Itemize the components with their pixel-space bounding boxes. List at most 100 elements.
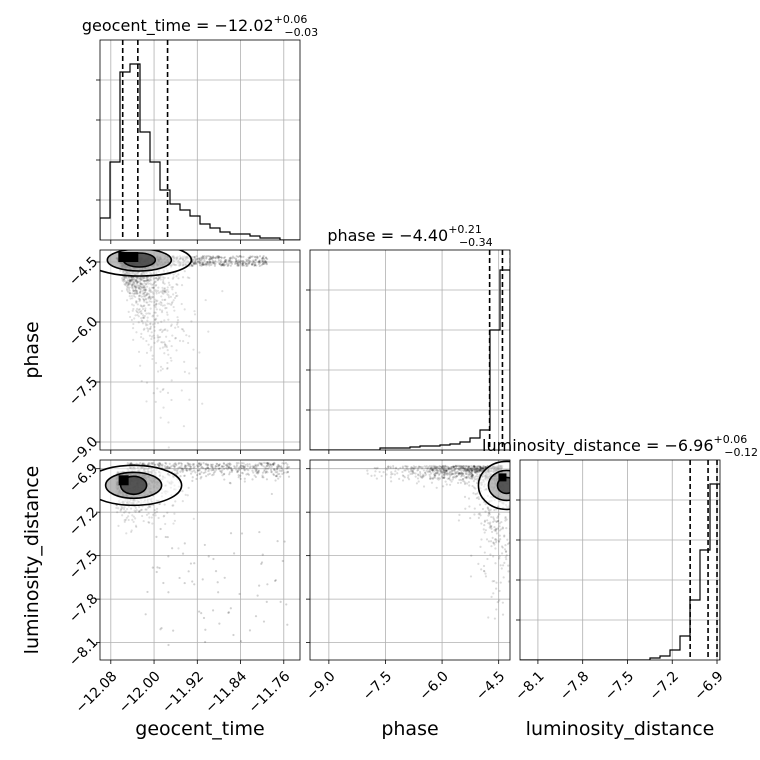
- sample-point: [454, 464, 457, 468]
- sample-point: [211, 257, 214, 260]
- sample-point: [476, 466, 479, 469]
- sample-point: [461, 472, 464, 475]
- sample-point: [461, 466, 464, 469]
- sample-point: [483, 531, 486, 534]
- sample-point: [192, 517, 195, 520]
- sample-point: [516, 492, 518, 494]
- sample-point: [150, 279, 153, 282]
- sample-point: [210, 256, 213, 259]
- sample-point: [197, 260, 201, 263]
- sample-point: [471, 468, 474, 471]
- sample-point: [269, 463, 272, 466]
- sample-point: [184, 465, 187, 468]
- sample-point: [498, 529, 501, 532]
- sample-point: [272, 468, 276, 471]
- sample-point: [237, 255, 240, 258]
- sample-point: [260, 264, 263, 267]
- sample-point: [163, 328, 166, 332]
- sample-point: [138, 308, 141, 311]
- sample-point: [127, 282, 130, 286]
- sample-point: [517, 546, 519, 548]
- sample-point: [275, 465, 279, 468]
- sample-point: [219, 259, 222, 262]
- sample-point: [205, 257, 208, 260]
- sample-point: [144, 613, 147, 616]
- sample-point: [439, 471, 442, 474]
- sample-point: [146, 278, 150, 282]
- sample-point: [452, 465, 455, 468]
- sample-point: [144, 279, 147, 283]
- sample-point: [449, 468, 453, 471]
- sample-point: [139, 284, 142, 287]
- sample-point: [458, 471, 461, 475]
- sample-point: [219, 263, 222, 266]
- sample-point: [141, 305, 144, 308]
- sample-point: [261, 262, 265, 265]
- sample-point: [152, 286, 155, 289]
- sample-point: [168, 283, 171, 287]
- sample-point: [157, 339, 160, 342]
- sample-point: [473, 469, 476, 472]
- sample-point: [152, 286, 155, 290]
- sample-point: [148, 278, 151, 281]
- sample-point: [218, 256, 221, 259]
- sample-points: [366, 460, 520, 620]
- sample-point: [159, 390, 162, 393]
- sample-point: [484, 466, 487, 469]
- sample-point: [450, 480, 453, 483]
- sample-point: [206, 467, 210, 470]
- sample-point: [504, 517, 507, 520]
- sample-point: [155, 277, 158, 280]
- sample-point: [214, 260, 217, 263]
- sample-point: [153, 325, 156, 329]
- sample-point: [201, 255, 204, 258]
- sample-point: [285, 603, 288, 606]
- sample-point: [150, 300, 153, 303]
- sample-point: [472, 465, 475, 468]
- sample-point: [484, 572, 487, 575]
- sample-point: [246, 264, 249, 267]
- sample-point: [483, 465, 486, 468]
- sample-point: [141, 282, 144, 285]
- sample-point: [480, 468, 483, 472]
- sample-point: [253, 263, 257, 267]
- sample-point: [279, 600, 282, 603]
- sample-point: [241, 472, 244, 475]
- sample-point: [518, 502, 520, 504]
- sample-point: [236, 262, 239, 265]
- sample-point: [182, 330, 185, 333]
- axes-frame: [99, 249, 301, 451]
- sample-point: [478, 503, 482, 506]
- sample-point: [227, 611, 231, 614]
- sample-point: [199, 262, 202, 265]
- sample-point: [261, 553, 264, 556]
- sample-point: [495, 608, 498, 611]
- sample-point: [515, 568, 517, 570]
- sample-point: [227, 259, 230, 262]
- sample-point: [162, 387, 165, 391]
- sample-point: [254, 256, 257, 259]
- sample-point: [156, 566, 159, 569]
- sample-point: [471, 477, 474, 480]
- sample-point: [154, 306, 157, 309]
- sample-point: [228, 466, 231, 469]
- sample-point: [214, 257, 217, 260]
- sample-point: [152, 292, 155, 295]
- sample-point: [247, 473, 251, 476]
- sample-point: [155, 302, 158, 305]
- sample-point: [482, 466, 486, 469]
- sample-point: [475, 470, 479, 473]
- sample-point: [284, 461, 288, 465]
- sample-point: [147, 296, 150, 299]
- sample-point: [254, 475, 257, 479]
- sample-point: [467, 468, 471, 472]
- sample-point: [143, 314, 146, 318]
- sample-point: [283, 462, 286, 465]
- sample-point: [469, 472, 472, 476]
- sample-point: [442, 469, 445, 472]
- sample-point: [474, 471, 477, 474]
- sample-point: [468, 466, 472, 469]
- sample-point: [448, 475, 452, 478]
- sample-point: [167, 318, 170, 321]
- sample-point: [443, 473, 446, 476]
